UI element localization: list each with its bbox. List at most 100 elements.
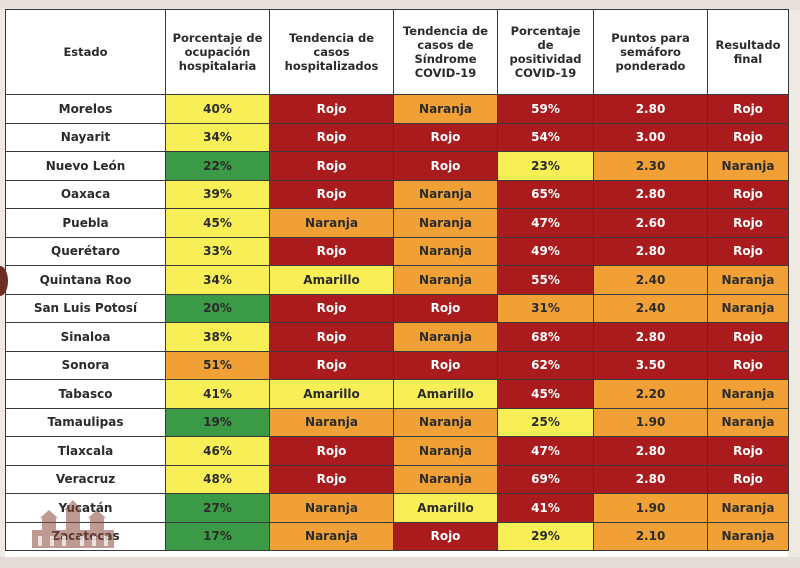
table-row: Nayarit 34% Rojo Rojo 54% 3.00 Rojo (5, 122, 789, 152)
cell-positividad: 41% (497, 493, 594, 523)
cell-tendencia-sindrome: Naranja (393, 236, 498, 266)
cell-ocupacion: 19% (165, 407, 270, 437)
header-estado: Estado (5, 9, 166, 95)
cell-positividad: 49% (497, 236, 594, 266)
cell-ocupacion: 33% (165, 236, 270, 266)
cell-resultado: Rojo (707, 94, 789, 124)
cell-estado: Tlaxcala (5, 436, 166, 466)
table-row: Tabasco 41% Amarillo Amarillo 45% 2.20 Naranja (5, 379, 789, 409)
header-resultado: Resultado final (707, 9, 789, 95)
cell-tendencia-hospitalizados: Rojo (269, 293, 394, 323)
cell-ocupacion: 20% (165, 293, 270, 323)
table-row: Tamaulipas 19% Naranja Naranja 25% 1.90 Naranj… (5, 407, 789, 437)
cell-positividad: 68% (497, 322, 594, 352)
cell-puntos: 2.40 (593, 293, 708, 323)
cell-estado: Sinaloa (5, 322, 166, 352)
cell-positividad: 59% (497, 94, 594, 124)
table-row: Nuevo León 22% Rojo Rojo 23% 2.30 Naranja (5, 151, 789, 181)
cell-tendencia-sindrome: Naranja (393, 265, 498, 295)
cell-ocupacion: 27% (165, 493, 270, 523)
cell-resultado: Rojo (707, 322, 789, 352)
cell-tendencia-hospitalizados: Rojo (269, 236, 394, 266)
cell-tendencia-hospitalizados: Rojo (269, 122, 394, 152)
header-row: Estado Porcentaje de ocupación hospitala… (5, 9, 789, 95)
cell-tendencia-sindrome: Naranja (393, 322, 498, 352)
cell-puntos: 2.80 (593, 322, 708, 352)
cell-tendencia-sindrome: Rojo (393, 151, 498, 181)
cell-tendencia-sindrome: Naranja (393, 436, 498, 466)
cell-estado: Morelos (5, 94, 166, 124)
cell-ocupacion: 41% (165, 379, 270, 409)
cell-tendencia-hospitalizados: Naranja (269, 208, 394, 238)
government-building-logo-icon (32, 500, 114, 548)
cell-tendencia-hospitalizados: Rojo (269, 151, 394, 181)
table-row: Yucatán 27% Naranja Amarillo 41% 1.90 Naranja (5, 493, 789, 523)
header-tendencia-sindrome: Tendencia de casos de Síndrome COVID-19 (393, 9, 498, 95)
header-tendencia-hospitalizados: Tendencia de casos hospitalizados (269, 9, 394, 95)
bottom-background-strip (0, 557, 800, 568)
cell-ocupacion: 39% (165, 179, 270, 209)
cell-puntos: 2.40 (593, 265, 708, 295)
cell-tendencia-hospitalizados: Rojo (269, 464, 394, 494)
cell-tendencia-hospitalizados: Amarillo (269, 265, 394, 295)
table-row: Puebla 45% Naranja Naranja 47% 2.60 Rojo (5, 208, 789, 238)
cell-puntos: 2.80 (593, 94, 708, 124)
cell-tendencia-sindrome: Naranja (393, 208, 498, 238)
cell-resultado: Rojo (707, 464, 789, 494)
cell-ocupacion: 46% (165, 436, 270, 466)
cell-puntos: 2.80 (593, 179, 708, 209)
cell-ocupacion: 34% (165, 265, 270, 295)
top-background-strip (0, 0, 800, 10)
cell-resultado: Naranja (707, 493, 789, 523)
cell-estado: Sonora (5, 350, 166, 380)
cell-estado: Oaxaca (5, 179, 166, 209)
cell-positividad: 31% (497, 293, 594, 323)
cell-positividad: 69% (497, 464, 594, 494)
cell-positividad: 23% (497, 151, 594, 181)
cell-resultado: Naranja (707, 265, 789, 295)
header-puntos: Puntos para semáforo ponderado (593, 9, 708, 95)
cell-positividad: 55% (497, 265, 594, 295)
table-row: Tlaxcala 46% Rojo Naranja 47% 2.80 Rojo (5, 436, 789, 466)
table-body: Morelos 40% Rojo Naranja 59% 2.80 Rojo Nayarit 3… (5, 94, 789, 551)
cell-puntos: 2.80 (593, 464, 708, 494)
cell-tendencia-sindrome: Naranja (393, 94, 498, 124)
cell-tendencia-sindrome: Rojo (393, 521, 498, 551)
cell-positividad: 54% (497, 122, 594, 152)
header-positividad: Porcentaje de positividad COVID-19 (497, 9, 594, 95)
cell-puntos: 1.90 (593, 407, 708, 437)
cell-tendencia-hospitalizados: Rojo (269, 179, 394, 209)
cell-estado: Quintana Roo (5, 265, 166, 295)
semaforo-table: Estado Porcentaje de ocupación hospitala… (5, 9, 789, 551)
table-row: San Luis Potosí 20% Rojo Rojo 31% 2.40 Naranja (5, 293, 789, 323)
header-ocupacion: Porcentaje de ocupación hospitalaria (165, 9, 270, 95)
cell-resultado: Naranja (707, 407, 789, 437)
cell-tendencia-sindrome: Rojo (393, 350, 498, 380)
cell-ocupacion: 51% (165, 350, 270, 380)
table-row: Veracruz 48% Rojo Naranja 69% 2.80 Rojo (5, 464, 789, 494)
left-edge-decoration (0, 266, 8, 296)
cell-positividad: 62% (497, 350, 594, 380)
cell-resultado: Naranja (707, 521, 789, 551)
table-row: Querétaro 33% Rojo Naranja 49% 2.80 Rojo (5, 236, 789, 266)
cell-puntos: 2.80 (593, 436, 708, 466)
cell-puntos: 1.90 (593, 493, 708, 523)
cell-ocupacion: 45% (165, 208, 270, 238)
cell-tendencia-hospitalizados: Naranja (269, 521, 394, 551)
cell-tendencia-sindrome: Amarillo (393, 379, 498, 409)
cell-tendencia-hospitalizados: Rojo (269, 350, 394, 380)
cell-resultado: Naranja (707, 151, 789, 181)
cell-puntos: 2.10 (593, 521, 708, 551)
cell-estado: Yucatán (5, 493, 166, 523)
cell-tendencia-hospitalizados: Amarillo (269, 379, 394, 409)
cell-estado: Nayarit (5, 122, 166, 152)
cell-puntos: 3.50 (593, 350, 708, 380)
cell-resultado: Naranja (707, 293, 789, 323)
cell-ocupacion: 17% (165, 521, 270, 551)
cell-ocupacion: 34% (165, 122, 270, 152)
cell-estado: Nuevo León (5, 151, 166, 181)
cell-puntos: 2.30 (593, 151, 708, 181)
cell-ocupacion: 40% (165, 94, 270, 124)
cell-tendencia-hospitalizados: Rojo (269, 436, 394, 466)
